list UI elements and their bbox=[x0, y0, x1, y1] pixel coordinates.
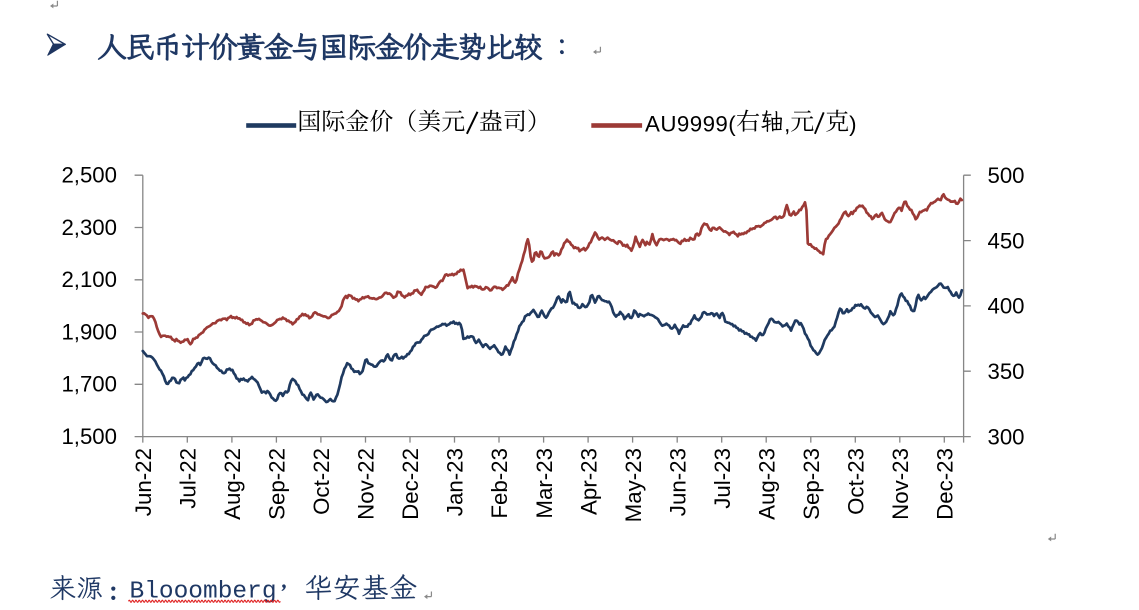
svg-text:300: 300 bbox=[988, 424, 1025, 449]
svg-text:500: 500 bbox=[988, 163, 1025, 188]
svg-text:Dec-22: Dec-22 bbox=[398, 448, 423, 520]
svg-text:Aug-22: Aug-22 bbox=[220, 448, 245, 520]
svg-text:Feb-23: Feb-23 bbox=[487, 448, 512, 519]
svg-text:May-23: May-23 bbox=[621, 448, 646, 522]
svg-text:Jun-22: Jun-22 bbox=[131, 448, 156, 516]
svg-text:2,300: 2,300 bbox=[61, 215, 117, 240]
svg-text:Nov-23: Nov-23 bbox=[888, 448, 913, 520]
svg-text:1,900: 1,900 bbox=[61, 319, 117, 344]
svg-text:Mar-23: Mar-23 bbox=[532, 448, 557, 519]
svg-text:Oct-23: Oct-23 bbox=[844, 448, 869, 515]
svg-text:Apr-23: Apr-23 bbox=[576, 448, 601, 515]
svg-text:2,500: 2,500 bbox=[61, 163, 117, 188]
svg-text:AU9999(: AU9999( bbox=[645, 111, 736, 136]
svg-text:Sep-23: Sep-23 bbox=[799, 448, 824, 520]
svg-text:1,500: 1,500 bbox=[61, 424, 117, 449]
svg-text:450: 450 bbox=[988, 228, 1025, 253]
svg-text:Sep-22: Sep-22 bbox=[265, 448, 290, 520]
svg-text:): ) bbox=[849, 111, 856, 136]
svg-text:Nov-22: Nov-22 bbox=[354, 448, 379, 520]
svg-text:Aug-23: Aug-23 bbox=[754, 448, 779, 520]
svg-text:2,100: 2,100 bbox=[61, 267, 117, 292]
svg-text:350: 350 bbox=[988, 359, 1025, 384]
svg-text:Jul-22: Jul-22 bbox=[176, 448, 201, 509]
svg-text:1,700: 1,700 bbox=[61, 372, 117, 397]
svg-text:Oct-22: Oct-22 bbox=[309, 448, 334, 515]
svg-text:Dec-23: Dec-23 bbox=[933, 448, 958, 520]
svg-text:Jun-23: Jun-23 bbox=[665, 448, 690, 516]
svg-text:400: 400 bbox=[988, 294, 1025, 319]
svg-text:Jul-23: Jul-23 bbox=[710, 448, 735, 509]
svg-text:Jan-23: Jan-23 bbox=[443, 448, 468, 516]
svg-text:,: , bbox=[784, 111, 790, 136]
